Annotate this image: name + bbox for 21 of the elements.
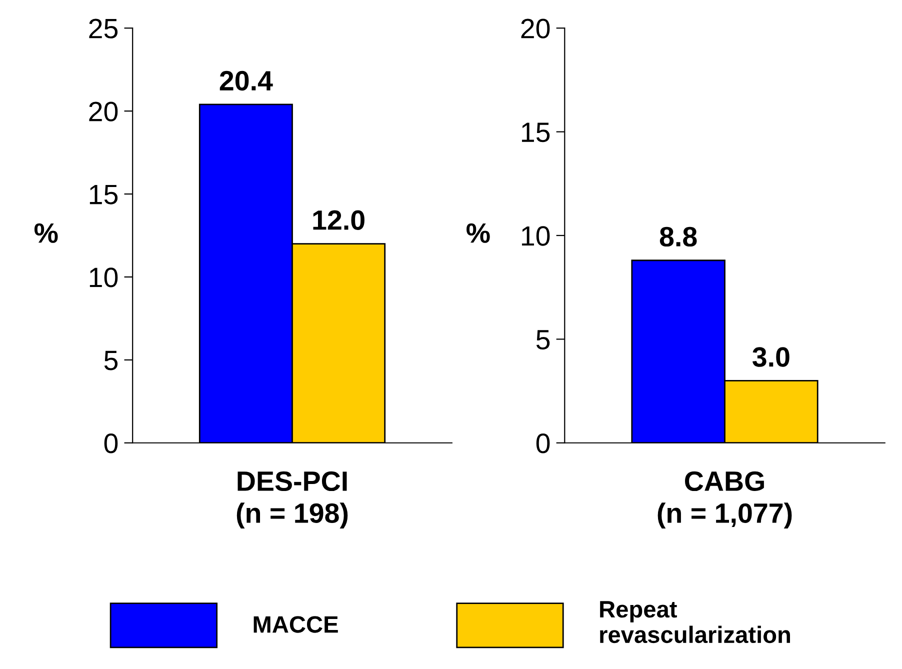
data-label: 12.0 xyxy=(313,210,364,230)
x-tick-label: DES-PCI (n = 198) xyxy=(236,471,348,528)
y-tick-label: 0 xyxy=(536,434,550,454)
legend-label: MACCE xyxy=(254,616,338,633)
y-tick-label: 15 xyxy=(90,184,118,204)
y-axis-title: % xyxy=(466,223,490,243)
y-tick-label: 0 xyxy=(104,434,118,454)
y-tick-label: 25 xyxy=(89,18,118,38)
y-tick-label: 5 xyxy=(536,330,550,350)
x-tick-label: CABG (n = 1,077) xyxy=(658,471,792,528)
data-label: 3.0 xyxy=(752,347,790,367)
y-tick-label: 10 xyxy=(90,268,118,288)
data-label: 8.8 xyxy=(660,226,697,247)
legend-label: Repeat revascularization xyxy=(600,601,790,644)
y-tick-label: 20 xyxy=(89,102,118,122)
y-tick-label: 15 xyxy=(522,122,550,142)
y-tick-label: 5 xyxy=(104,350,118,370)
y-tick-label: 20 xyxy=(521,18,550,38)
data-label: 20.4 xyxy=(220,70,273,91)
y-axis-title: % xyxy=(34,223,58,243)
y-tick-label: 10 xyxy=(522,226,550,246)
